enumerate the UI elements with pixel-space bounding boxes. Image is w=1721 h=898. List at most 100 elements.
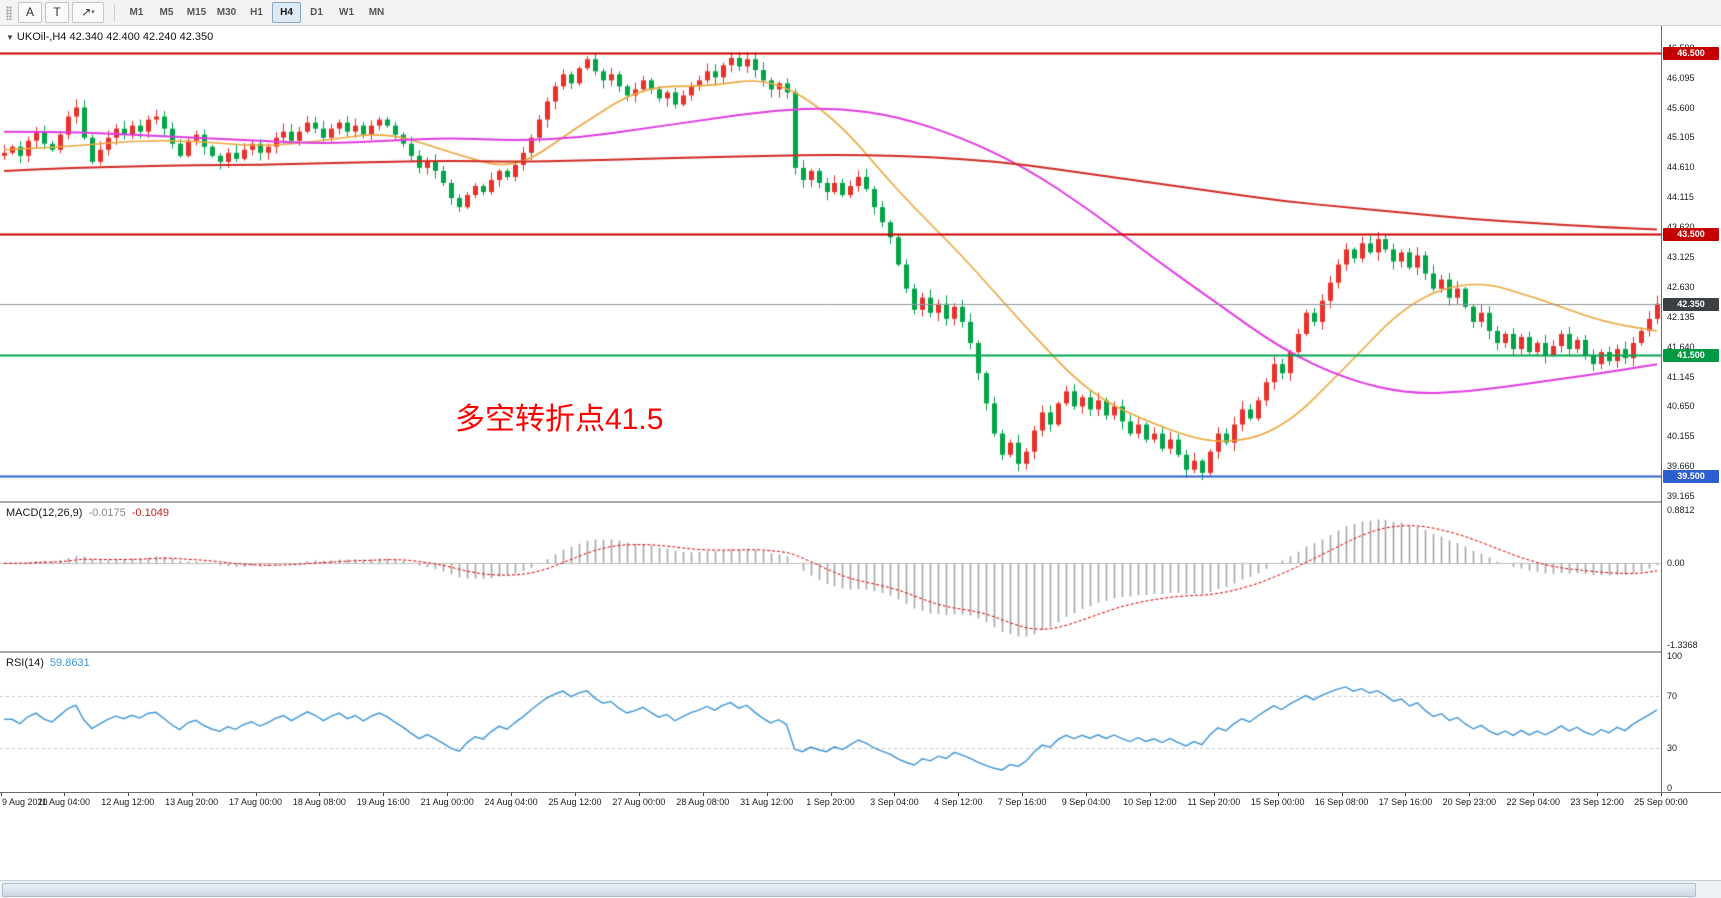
rsi-tick-label: 0 [1667, 783, 1673, 793]
price-tick-label: 39.660 [1667, 461, 1695, 472]
pane-splitter[interactable] [0, 651, 1721, 653]
timeframe-button-group: M1 M5 M15 M30 H1 H4 D1 W1 MN [122, 2, 392, 23]
timeframe-button-W1[interactable]: W1 [339, 7, 354, 18]
rsi-tick-label: 70 [1667, 690, 1678, 701]
time-axis-tick [128, 793, 129, 796]
timeframe-button-D1[interactable]: D1 [310, 7, 323, 18]
time-axis-tick [1214, 793, 1215, 796]
time-axis-tick [511, 793, 512, 796]
macd-indicator-canvas[interactable] [0, 503, 1661, 650]
draw-arrow-icon: ↗ [81, 5, 92, 19]
rsi-tick-label: 100 [1667, 651, 1683, 661]
price-tick-label: 44.610 [1667, 162, 1695, 173]
toolbar-separator [114, 3, 115, 22]
pane-splitter[interactable] [0, 501, 1721, 503]
time-axis-label: 19 Aug 16:00 [356, 797, 410, 807]
time-axis-label: 10 Sep 12:00 [1123, 797, 1177, 807]
price-level-badge-42.350: 42.350 [1663, 297, 1719, 311]
price-tick-label: 40.155 [1667, 431, 1695, 442]
time-axis-label: 24 Aug 04:00 [484, 797, 538, 807]
time-axis-label: 13 Aug 20:00 [165, 797, 219, 807]
time-axis-label: 28 Aug 08:00 [676, 797, 730, 807]
time-axis-tick [1405, 793, 1406, 796]
toolbar: A T ↗▾ M1 M5 M15 M30 H1 H4 D1 W1 MN [0, 0, 1721, 26]
timeframe-button-H1[interactable]: H1 [250, 7, 263, 18]
timeframe-button-M30[interactable]: M30 [216, 7, 237, 18]
time-axis-label: 12 Aug 12:00 [101, 797, 155, 807]
text-tool-button[interactable]: T [45, 2, 69, 23]
macd-tick-label: 0.00 [1667, 558, 1685, 569]
time-axis[interactable]: 9 Aug 2020 11 Aug 04:00 12 Aug 12:00 13 Aug… [0, 792, 1721, 810]
time-axis-tick [447, 793, 448, 796]
scrollbar-thumb[interactable] [2, 883, 1696, 897]
price-tick-label: 45.600 [1667, 102, 1695, 113]
time-axis-tick [575, 793, 576, 796]
time-axis-tick [831, 793, 832, 796]
macd-tick-label: -1.3368 [1667, 639, 1698, 650]
price-tick-label: 44.115 [1667, 192, 1694, 203]
time-axis-tick [1661, 793, 1662, 796]
rsi-value: 59.8631 [49, 657, 90, 669]
draw-arrow-tool-button[interactable]: ↗▾ [72, 2, 104, 23]
rsi-title: RSI(14) [6, 657, 44, 669]
time-axis-label: 17 Aug 00:00 [229, 797, 283, 807]
time-axis-tick [1278, 793, 1279, 796]
time-axis-tick [958, 793, 959, 796]
price-tick-label: 46.095 [1667, 72, 1695, 83]
macd-tick-label: 0.8812 [1667, 504, 1695, 515]
price-tick-label: 45.105 [1667, 132, 1695, 143]
price-tick-label: 43.620 [1667, 222, 1695, 233]
macd-label: MACD(12,26,9) -0.0175 -0.1049 [6, 507, 169, 519]
time-axis-label: 9 Aug 2020 [2, 797, 48, 807]
symbol-ohlc-line: ▼ UKOil-,H4 42.340 42.400 42.240 42.350 [6, 31, 213, 43]
time-axis-label: 25 Aug 12:00 [548, 797, 602, 807]
chart-annotation-text[interactable]: 多空转折点41.5 [455, 403, 664, 436]
time-axis-tick [1342, 793, 1343, 796]
price-level-badge-43.500: 43.500 [1663, 228, 1719, 242]
price-chart-canvas[interactable] [0, 26, 1661, 500]
price-level-badge-39.500: 39.500 [1663, 469, 1719, 483]
time-axis-tick [256, 793, 257, 796]
price-tick-label: 39.165 [1667, 491, 1695, 502]
time-axis-tick [1469, 793, 1470, 796]
time-axis-label: 17 Sep 16:00 [1378, 797, 1433, 807]
price-level-badge-46.500: 46.500 [1663, 47, 1719, 61]
macd-value: -0.0175 [88, 507, 126, 519]
time-axis-tick [1150, 793, 1151, 796]
time-axis-label: 27 Aug 00:00 [612, 797, 666, 807]
rsi-label: RSI(14) 59.8631 [6, 657, 90, 669]
time-axis-tick [703, 793, 704, 796]
time-axis-tick [639, 793, 640, 796]
timeframe-button-MN[interactable]: MN [368, 7, 385, 18]
time-axis-tick [64, 793, 65, 796]
macd-title: MACD(12,26,9) [6, 507, 83, 519]
time-axis-tick [767, 793, 768, 796]
horizontal-scrollbar [0, 880, 1721, 898]
time-axis-tick [894, 793, 895, 796]
arrow-tool-button[interactable]: A [18, 2, 42, 23]
time-axis-label: 20 Sep 23:00 [1442, 797, 1497, 807]
ohlc-values: 42.340 42.400 42.240 42.350 [69, 31, 214, 43]
timeframe-button-M1[interactable]: M1 [129, 7, 144, 18]
time-axis-label: 4 Sep 12:00 [933, 797, 983, 807]
time-axis-tick [1, 793, 2, 796]
toolbar-grip-icon[interactable] [6, 5, 12, 20]
time-axis-tick [192, 793, 193, 796]
time-axis-tick [1086, 793, 1087, 796]
price-tick-label: 42.135 [1667, 311, 1695, 322]
time-axis-label: 25 Sep 00:00 [1634, 797, 1688, 807]
macd-signal-value: -0.1049 [131, 507, 170, 519]
price-tick-label: 43.125 [1667, 251, 1695, 262]
price-tick-label: 42.630 [1667, 281, 1695, 292]
time-axis-label: 11 Sep 20:00 [1187, 797, 1241, 807]
time-axis-label: 21 Aug 00:00 [420, 797, 474, 807]
timeframe-button-M5[interactable]: M5 [159, 7, 174, 18]
symbol-dropdown-icon[interactable]: ▼ [6, 33, 14, 42]
timeframe-button-H4[interactable]: H4 [272, 2, 301, 23]
price-axis[interactable]: 46.59046.09545.60045.10544.61044.11543.6… [1661, 26, 1721, 810]
symbol-title: UKOil-,H4 [16, 31, 67, 43]
rsi-indicator-canvas[interactable] [0, 653, 1661, 792]
price-tick-label: 41.145 [1667, 371, 1695, 382]
timeframe-button-M15[interactable]: M15 [186, 7, 207, 18]
